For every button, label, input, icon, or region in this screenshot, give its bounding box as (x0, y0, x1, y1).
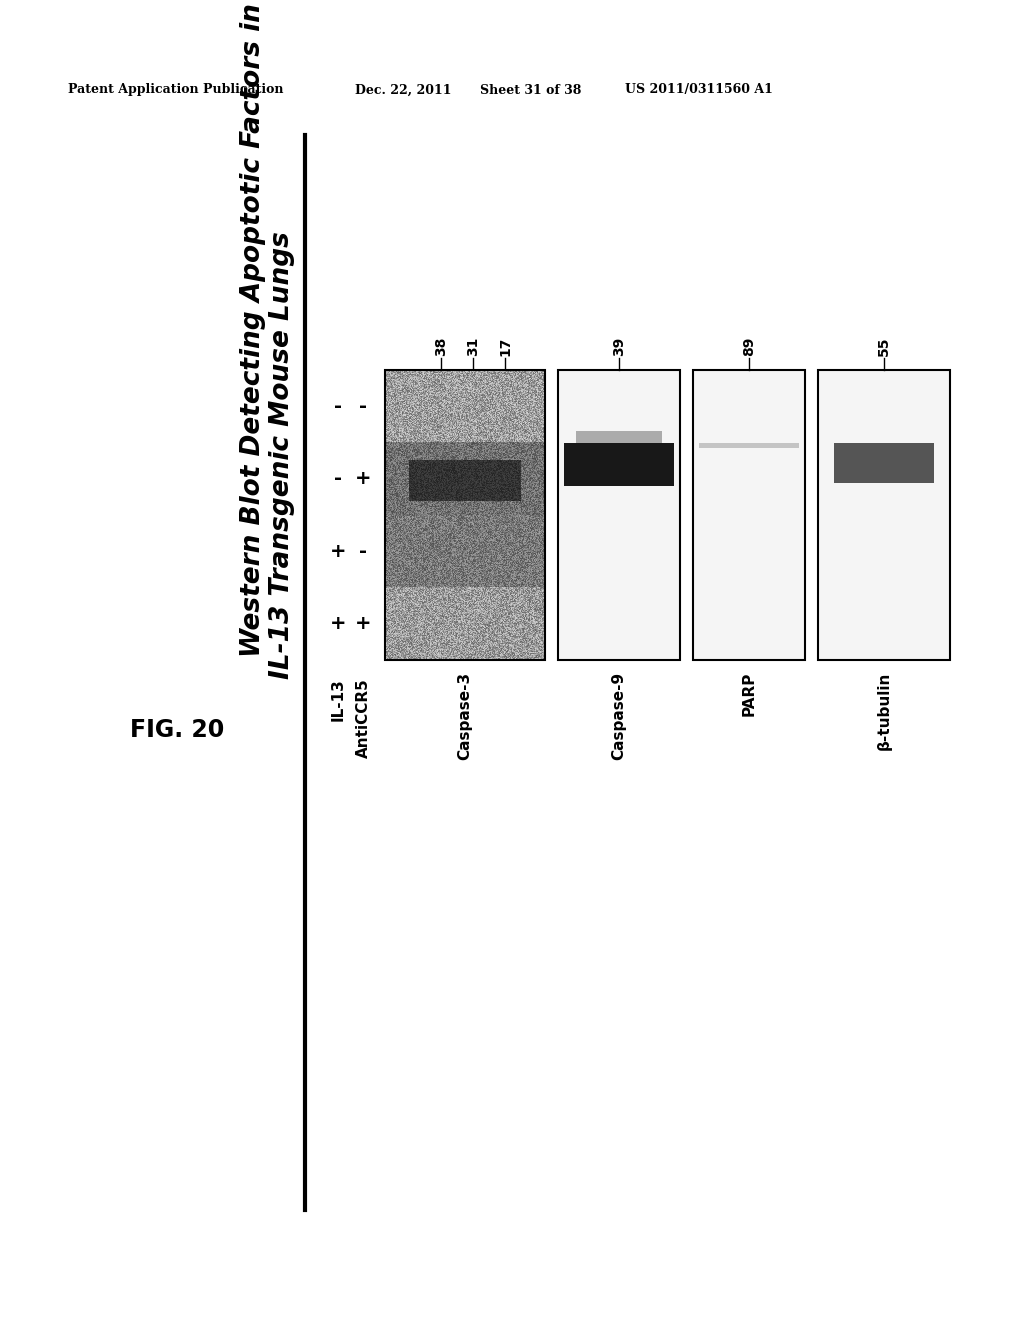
Text: Western Blot Detecting Apoptotic Factors in: Western Blot Detecting Apoptotic Factors… (240, 3, 266, 657)
Bar (409, 459, 521, 500)
Bar (577, 430, 662, 442)
Text: -: - (359, 541, 367, 561)
Bar (564, 442, 674, 486)
Bar (834, 442, 934, 483)
Bar (698, 442, 800, 449)
Text: +: + (354, 469, 372, 488)
Text: -: - (334, 469, 342, 488)
Text: β-tubulin: β-tubulin (877, 672, 892, 750)
Text: +: + (330, 614, 346, 634)
Text: Patent Application Publication: Patent Application Publication (68, 83, 284, 96)
Bar (693, 370, 805, 660)
Text: PARP: PARP (741, 672, 757, 717)
Bar (385, 370, 545, 660)
Text: AntiCCR5: AntiCCR5 (355, 678, 371, 758)
Text: FIG. 20: FIG. 20 (130, 718, 224, 742)
Text: Dec. 22, 2011: Dec. 22, 2011 (355, 83, 452, 96)
Text: Caspase-3: Caspase-3 (458, 672, 472, 760)
Text: +: + (354, 614, 372, 634)
Text: -: - (359, 397, 367, 416)
Text: 17: 17 (498, 337, 512, 356)
Text: 38: 38 (434, 337, 449, 356)
Text: +: + (330, 541, 346, 561)
Text: -: - (334, 397, 342, 416)
Bar (818, 370, 950, 660)
Text: IL-13: IL-13 (331, 678, 345, 721)
Text: 89: 89 (742, 337, 756, 356)
Text: 31: 31 (466, 337, 480, 356)
Text: US 2011/0311560 A1: US 2011/0311560 A1 (625, 83, 773, 96)
Text: 39: 39 (612, 337, 626, 356)
Text: IL-13 Transgenic Mouse Lungs: IL-13 Transgenic Mouse Lungs (269, 231, 295, 678)
Text: Caspase-9: Caspase-9 (611, 672, 627, 760)
Bar (558, 370, 680, 660)
Text: Sheet 31 of 38: Sheet 31 of 38 (480, 83, 582, 96)
Text: 55: 55 (877, 337, 891, 356)
